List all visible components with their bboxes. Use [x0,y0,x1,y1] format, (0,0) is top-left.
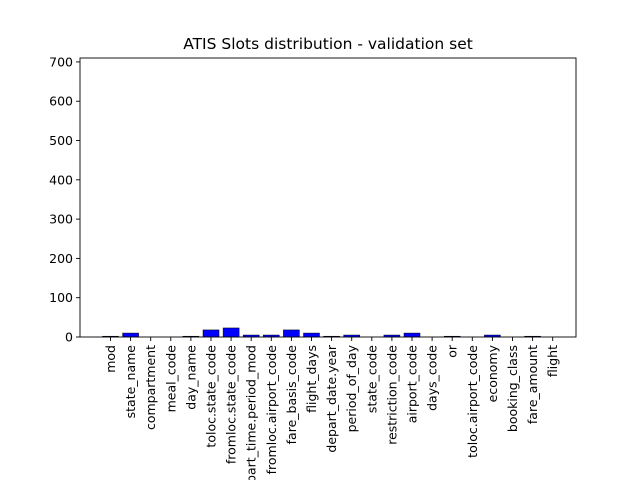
plot-frame [79,57,577,338]
y-tick-label: 600 [49,94,73,109]
x-tick-label: meal_code [163,345,178,413]
y-tick-label: 0 [65,330,73,345]
x-tick-label: state_code [364,345,379,413]
bar-state_name [122,332,139,338]
bar-airport_code [403,332,421,338]
x-tick-label: fare_basis_code [284,345,299,445]
y-tick-label: 700 [49,54,73,69]
x-tick-label: fare_amount [525,345,540,424]
x-tick-label: depart_time.period_mod [244,345,259,480]
y-tick-label: 200 [49,251,73,266]
x-tick-label: flight_days [304,345,319,413]
y-axis: 0 100 200 300 400 500 600 700 [49,54,80,345]
x-tick-label: airport_code [405,345,420,424]
x-tick-label: or [445,344,460,358]
x-tick-label: depart_date.year [324,344,339,452]
x-tick-label: restriction_code [384,345,399,445]
x-tick-label: mod [103,345,118,373]
x-axis: mod state_name compartment meal_code day_nam… [103,337,560,480]
y-tick-label: 100 [49,290,73,305]
x-tick-label: flight [545,345,560,377]
y-tick-label: 400 [49,172,73,187]
x-tick-label: period_of_day [344,344,359,432]
x-tick-label: toloc.airport_code [465,345,480,458]
x-tick-label: fromloc.state_code [224,345,239,464]
bar-fromloc.state_code [222,327,240,338]
x-tick-label: economy [485,344,500,402]
x-tick-label: days_code [425,345,440,411]
x-tick-label: state_name [123,345,138,419]
x-tick-label: booking_class [505,345,520,432]
bar-fare_basis_code [283,329,300,338]
bar-flight_days [303,332,320,338]
y-tick-label: 500 [49,133,73,148]
bar-toloc.state_code [202,329,220,338]
x-tick-label: day_name [183,345,198,410]
x-tick-label: compartment [143,345,158,430]
x-tick-label: toloc.state_code [204,345,219,448]
x-tick-label: fromloc.airport_code [264,345,279,475]
chart-title: ATIS Slots distribution - validation set [183,35,473,53]
bars-group [102,327,541,338]
y-tick-label: 300 [49,212,73,227]
